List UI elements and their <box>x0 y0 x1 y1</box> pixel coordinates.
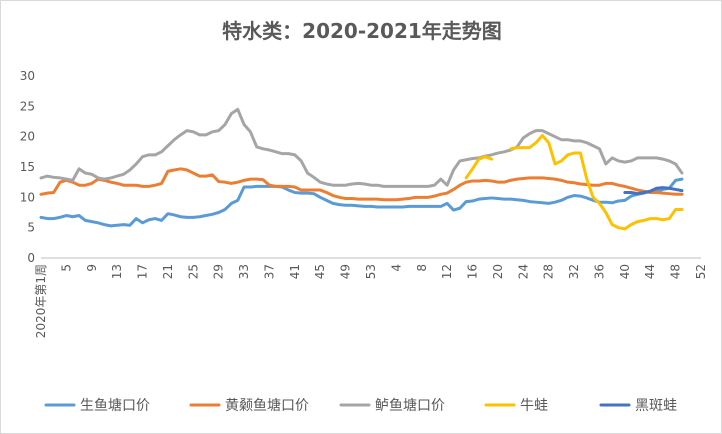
x-tick-label: 40 <box>618 264 632 279</box>
series-line-2 <box>39 107 684 188</box>
legend-label: 黄颡鱼塘口价 <box>225 397 309 414</box>
x-tick-label: 44 <box>643 264 657 279</box>
x-tick-label: 5 <box>59 264 73 272</box>
x-tick-label: 24 <box>516 264 530 279</box>
x-tick-label: 9 <box>85 264 99 272</box>
x-tick-label: 53 <box>364 264 378 279</box>
x-tick-label: 49 <box>339 264 353 279</box>
x-tick-label: 37 <box>262 264 276 279</box>
x-tick-label: 12 <box>440 264 454 279</box>
x-tick-label: 21 <box>161 264 175 279</box>
x-tick-label: 48 <box>669 264 683 279</box>
legend-label: 黑斑蛙 <box>635 398 677 414</box>
x-tick-label: 36 <box>592 264 606 279</box>
x-tick-label: 16 <box>466 264 480 279</box>
x-tick-label: 45 <box>313 264 327 279</box>
y-tick-label: 0 <box>27 251 35 265</box>
series-layer <box>39 107 684 231</box>
chart-title: 特水类：2020-2021年走势图 <box>222 19 502 43</box>
x-tick-label: 29 <box>212 264 226 279</box>
legend-label: 鲈鱼塘口价 <box>375 397 445 414</box>
legend-item: 鲈鱼塘口价 <box>339 397 445 414</box>
series-line-4 <box>623 186 684 196</box>
series-line-1 <box>39 167 684 202</box>
x-tick-label: 28 <box>542 264 556 279</box>
x-tick-label: 4 <box>389 264 403 272</box>
legend-label: 生鱼塘口价 <box>80 397 150 414</box>
x-tick-label: 2020年第1周 <box>34 264 48 338</box>
legend-label: 牛蛙 <box>520 398 548 414</box>
x-tick-label: 41 <box>288 264 302 279</box>
y-tick-label: 15 <box>20 160 35 174</box>
x-tick-label: 20 <box>491 264 505 279</box>
x-tick-label: 17 <box>136 264 150 279</box>
legend-item: 黄颡鱼塘口价 <box>189 397 309 414</box>
y-tick-label: 25 <box>20 99 35 113</box>
y-tick-label: 30 <box>20 69 35 83</box>
y-tick-label: 10 <box>20 190 35 204</box>
x-tick-label: 8 <box>415 264 429 272</box>
x-tick-label: 13 <box>110 264 124 279</box>
legend-item: 牛蛙 <box>484 398 548 414</box>
series-line-0 <box>39 177 684 228</box>
series-line-3 <box>464 133 684 231</box>
legend-item: 黑斑蛙 <box>599 398 677 414</box>
y-tick-label: 20 <box>20 130 35 144</box>
x-tick-label: 33 <box>237 264 251 279</box>
x-tick-label: 25 <box>186 264 200 279</box>
x-tick-label: 52 <box>694 264 708 279</box>
y-tick-label: 5 <box>27 221 35 235</box>
legend: 生鱼塘口价 黄颡鱼塘口价 鲈鱼塘口价 牛蛙 黑斑蛙 <box>44 397 677 414</box>
x-tick-label: 32 <box>567 264 581 279</box>
legend-item: 生鱼塘口价 <box>44 397 150 414</box>
